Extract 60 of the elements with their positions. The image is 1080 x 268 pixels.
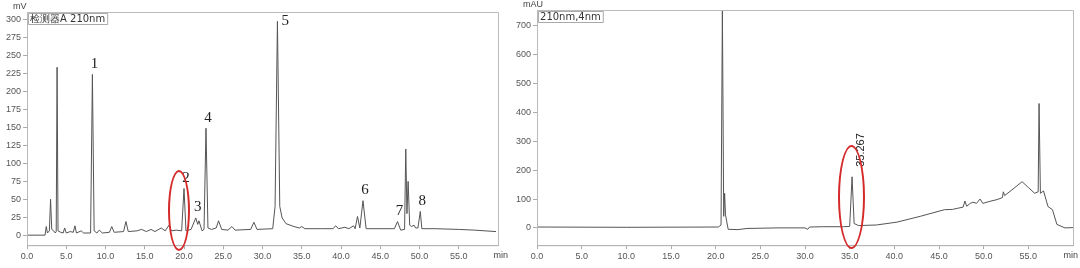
y-tick-label: 100 [515, 193, 532, 204]
y-axis-title: mAU [523, 0, 544, 9]
annotation: 1 [90, 54, 99, 71]
y-tick-label: 125 [5, 139, 22, 150]
annotation: 检测器A 210nm [30, 12, 106, 24]
y-tick-label: 200 [5, 86, 22, 97]
x-tick-label: 25.0 [214, 251, 233, 262]
x-tick-label: 30.0 [253, 251, 272, 262]
x-tick-label: 40.0 [332, 251, 350, 262]
annotation: 4 [204, 108, 213, 125]
y-tick-label: 50 [11, 193, 22, 204]
x-tick-label: 25.0 [751, 251, 770, 262]
y-tick-label: 300 [5, 14, 22, 25]
x-tick-label: 45.0 [930, 251, 948, 262]
y-tick-label: 400 [515, 106, 532, 117]
x-axis-title: min [1063, 250, 1078, 261]
x-tick-label: 10.0 [617, 251, 636, 262]
x-tick-label: 15.0 [662, 251, 680, 262]
y-tick-label: 275 [5, 32, 22, 43]
y-tick-label: 300 [515, 135, 532, 146]
x-tick-label: 50.0 [974, 251, 993, 262]
x-tick-label: 30.0 [796, 251, 814, 262]
annotation: 5 [281, 12, 289, 29]
annotation: 35.267 [854, 133, 867, 167]
x-tick-label: 5.0 [60, 251, 73, 262]
y-tick-label: 250 [5, 50, 22, 61]
x-tick-label: 50.0 [410, 251, 429, 262]
x-tick-label: 35.0 [292, 251, 311, 262]
y-tick-label: 100 [5, 157, 22, 168]
x-axis-title: min [493, 250, 508, 261]
annotation: 6 [361, 181, 370, 198]
x-tick-label: 20.0 [175, 251, 193, 262]
y-tick-label: 700 [515, 20, 532, 31]
y-tick-label: 200 [515, 164, 532, 175]
y-tick-label: 175 [5, 104, 22, 115]
y-tick-label: 150 [5, 122, 22, 133]
y-tick-label: 0 [16, 229, 22, 240]
y-tick-label: 225 [5, 68, 22, 79]
x-tick-label: 10.0 [96, 251, 115, 262]
x-tick-label: 15.0 [136, 251, 154, 262]
x-tick-label: 55.0 [449, 251, 468, 262]
x-tick-label: 0.0 [530, 251, 544, 262]
y-tick-label: 500 [515, 78, 532, 89]
x-tick-label: 45.0 [371, 251, 390, 262]
y-tick-label: 0 [526, 222, 532, 233]
x-tick-label: 40.0 [885, 251, 904, 262]
y-tick-label: 75 [11, 175, 22, 186]
annotation: 2 [182, 168, 190, 185]
x-tick-label: 35.0 [840, 251, 859, 262]
x-tick-label: 55.0 [1019, 251, 1038, 262]
x-tick-label: 5.0 [575, 251, 588, 262]
annotation: 8 [418, 191, 427, 208]
annotation: 210nm,4nm [540, 10, 601, 22]
annotation: 7 [395, 201, 404, 218]
x-tick-label: 0.0 [20, 251, 34, 262]
y-axis-title: mV [13, 0, 27, 11]
annotation: 3 [194, 198, 202, 215]
y-tick-label: 600 [515, 49, 532, 60]
y-tick-label: 25 [11, 211, 22, 222]
x-tick-label: 20.0 [706, 251, 725, 262]
